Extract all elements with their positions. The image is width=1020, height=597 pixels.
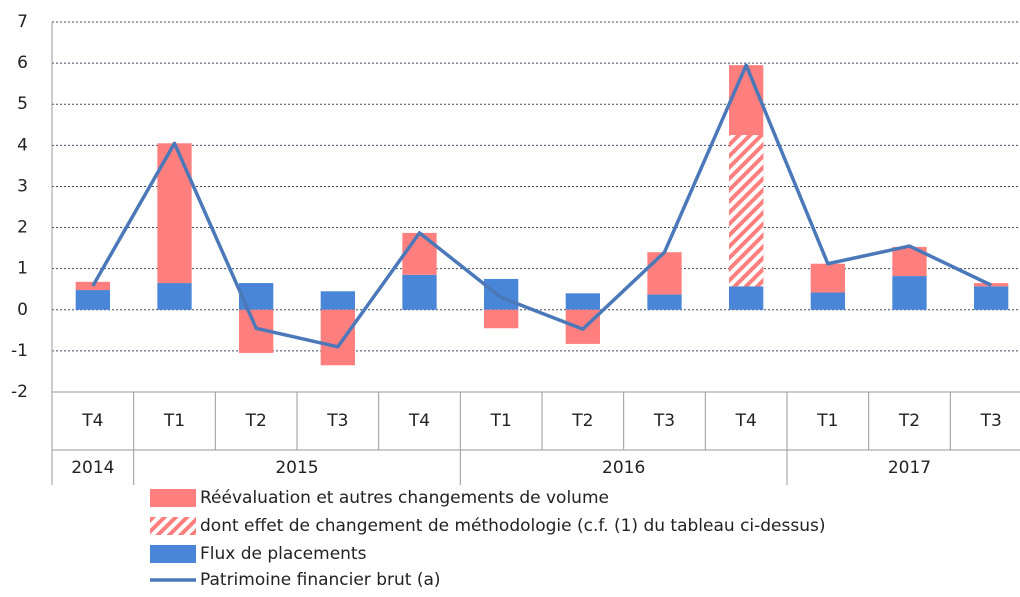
- y-tick-label: 6: [17, 53, 28, 73]
- legend-label: dont effet de changement de méthodologie…: [200, 516, 826, 536]
- x-tick-label: T4: [408, 411, 430, 431]
- x-tick-label: T3: [326, 411, 348, 431]
- bar: [157, 283, 192, 310]
- hatched-bar: [729, 135, 764, 287]
- bar: [647, 294, 682, 310]
- group-label: 2017: [888, 458, 931, 478]
- bar: [402, 232, 437, 275]
- bar: [810, 292, 845, 310]
- bar: [320, 309, 355, 366]
- group-label: 2016: [602, 458, 645, 478]
- group-label: 2014: [71, 458, 114, 478]
- line: [91, 63, 992, 349]
- bar: [484, 278, 519, 310]
- legend-label: Flux de placements: [200, 544, 367, 564]
- bar: [402, 274, 437, 310]
- bar: [484, 309, 519, 329]
- x-tick-label: T1: [490, 411, 512, 431]
- bar: [75, 281, 110, 291]
- x-tick-label: T3: [980, 411, 1002, 431]
- bar: [239, 283, 274, 310]
- bar: [729, 286, 764, 310]
- x-tick-label: T4: [735, 411, 757, 431]
- bar: [974, 286, 1009, 310]
- y-tick-label: 0: [17, 300, 28, 320]
- y-tick-label: 3: [17, 176, 28, 196]
- bar: [892, 276, 927, 310]
- legend-swatch: [150, 545, 196, 563]
- x-tick-label: T1: [163, 411, 185, 431]
- y-tick-label: 2: [17, 218, 28, 238]
- bar: [647, 252, 682, 295]
- x-tick-label: T4: [81, 411, 103, 431]
- group-label: 2015: [275, 458, 318, 478]
- x-tick-label: T3: [653, 411, 675, 431]
- bar: [810, 263, 845, 293]
- x-tick-label: T2: [245, 411, 267, 431]
- legend-swatch: [150, 517, 196, 535]
- y-tick-label: 1: [17, 259, 28, 279]
- x-tick-label: T2: [571, 411, 593, 431]
- x-tick-label: T1: [816, 411, 838, 431]
- legend-swatch: [150, 489, 196, 507]
- legend-label: Patrimoine financier brut (a): [200, 570, 441, 590]
- y-tick-label: 4: [17, 135, 28, 155]
- bar: [320, 291, 355, 310]
- y-tick-label: -1: [11, 341, 28, 361]
- legend-label: Réévaluation et autres changements de vo…: [200, 488, 609, 508]
- y-tick-label: 5: [17, 94, 28, 114]
- y-tick-label: 7: [17, 12, 28, 32]
- x-tick-label: T2: [898, 411, 920, 431]
- y-tick-label: -2: [11, 382, 28, 402]
- bar: [565, 293, 600, 310]
- bar: [75, 290, 110, 310]
